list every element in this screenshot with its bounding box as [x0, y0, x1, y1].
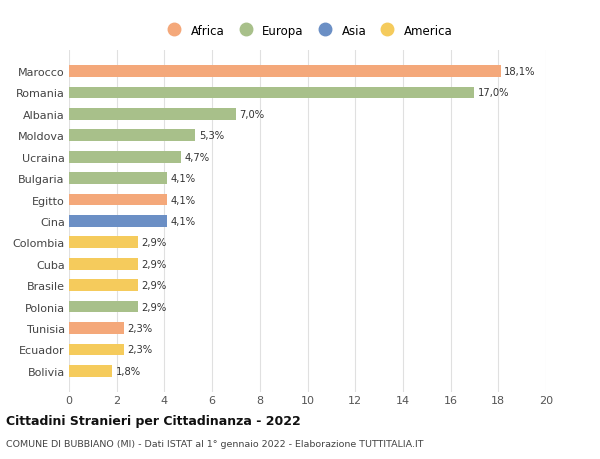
Text: 5,3%: 5,3% — [199, 131, 224, 141]
Text: 2,9%: 2,9% — [142, 302, 167, 312]
Bar — [69, 322, 124, 334]
Text: 7,0%: 7,0% — [239, 110, 265, 120]
Bar — [69, 173, 167, 185]
Bar — [69, 151, 181, 163]
Bar — [69, 216, 167, 227]
Bar — [69, 87, 475, 99]
Text: 1,8%: 1,8% — [116, 366, 140, 376]
Text: 17,0%: 17,0% — [478, 88, 509, 98]
Bar — [69, 258, 138, 270]
Text: 2,9%: 2,9% — [142, 280, 167, 291]
Text: 4,1%: 4,1% — [170, 217, 196, 226]
Text: 4,7%: 4,7% — [185, 152, 210, 162]
Text: COMUNE DI BUBBIANO (MI) - Dati ISTAT al 1° gennaio 2022 - Elaborazione TUTTITALI: COMUNE DI BUBBIANO (MI) - Dati ISTAT al … — [6, 439, 424, 448]
Bar — [69, 109, 236, 121]
Text: 2,9%: 2,9% — [142, 238, 167, 248]
Text: 18,1%: 18,1% — [504, 67, 536, 77]
Text: 2,3%: 2,3% — [127, 345, 152, 355]
Bar — [69, 365, 112, 377]
Text: 2,3%: 2,3% — [127, 323, 152, 333]
Text: 4,1%: 4,1% — [170, 174, 196, 184]
Bar — [69, 301, 138, 313]
Bar — [69, 280, 138, 291]
Bar — [69, 130, 196, 142]
Bar — [69, 66, 500, 78]
Bar — [69, 344, 124, 356]
Text: 4,1%: 4,1% — [170, 195, 196, 205]
Legend: Africa, Europa, Asia, America: Africa, Europa, Asia, America — [160, 22, 455, 40]
Bar — [69, 194, 167, 206]
Text: 2,9%: 2,9% — [142, 259, 167, 269]
Text: Cittadini Stranieri per Cittadinanza - 2022: Cittadini Stranieri per Cittadinanza - 2… — [6, 414, 301, 428]
Bar — [69, 237, 138, 249]
